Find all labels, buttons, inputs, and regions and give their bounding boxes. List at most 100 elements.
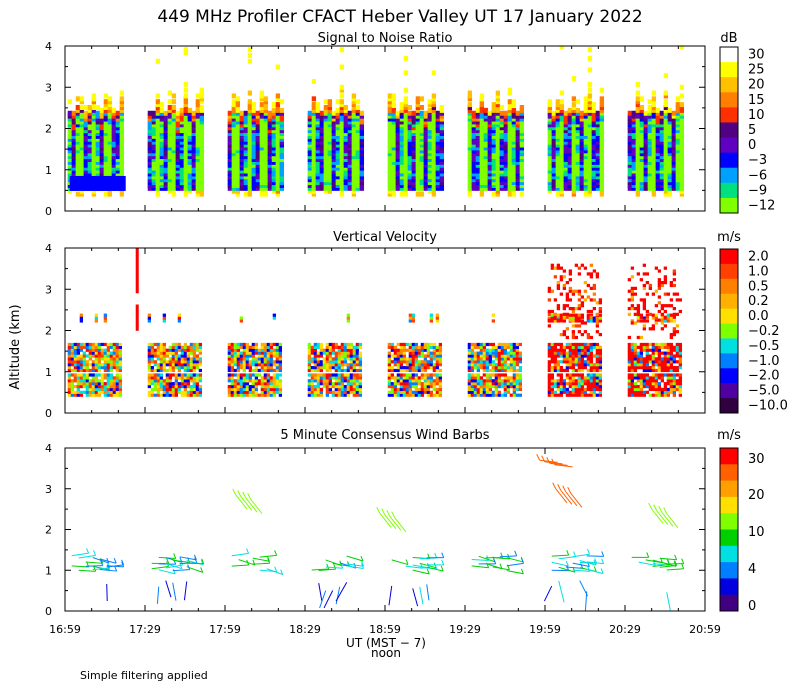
velocity-cell xyxy=(343,342,348,347)
snr-cell xyxy=(419,145,425,151)
velocity-cell xyxy=(180,373,185,377)
snr-cell xyxy=(191,180,197,186)
velocity-cell xyxy=(70,351,75,355)
snr-cell xyxy=(427,139,433,145)
snr-cell xyxy=(175,177,181,183)
snr-cell xyxy=(343,107,349,113)
snr-cell xyxy=(259,133,265,139)
snr-cell xyxy=(515,133,521,139)
velocity-cell xyxy=(319,342,324,347)
velocity-cell xyxy=(340,360,345,364)
snr-cell xyxy=(647,182,653,188)
snr-cell xyxy=(79,171,85,177)
snr-cell xyxy=(583,191,589,197)
snr-cell xyxy=(655,122,661,128)
snr-cell xyxy=(119,107,125,113)
velocity-cell xyxy=(257,382,262,386)
snr-cell xyxy=(503,125,509,131)
snr-cell xyxy=(183,148,189,154)
snr-cell xyxy=(67,171,73,177)
snr-cell xyxy=(247,154,253,160)
velocity-cell xyxy=(168,393,173,397)
snr-cell xyxy=(591,116,597,122)
snr-cell xyxy=(343,154,349,160)
snr-cell xyxy=(479,145,485,151)
snr-cell xyxy=(495,107,501,113)
velocity-cell xyxy=(153,382,158,386)
snr-cell xyxy=(327,159,333,165)
snr-cell xyxy=(547,125,553,131)
velocity-cell xyxy=(414,348,419,352)
snr-cell xyxy=(419,162,425,168)
velocity-cell xyxy=(251,345,256,349)
velocity-cell xyxy=(269,363,274,367)
velocity-cell xyxy=(408,357,413,361)
velocity-cell xyxy=(118,365,123,370)
snr-cell xyxy=(599,136,605,142)
snr-cell xyxy=(431,136,437,142)
snr-cell xyxy=(627,110,633,116)
snr-cell xyxy=(599,128,605,134)
velocity-cell xyxy=(325,390,330,394)
snr-cell xyxy=(87,154,93,160)
snr-cell xyxy=(235,139,241,145)
snr-cell xyxy=(235,174,241,180)
snr-cell xyxy=(635,191,641,197)
snr-cell xyxy=(187,110,193,116)
snr-cell xyxy=(407,168,413,174)
snr-cell xyxy=(339,162,345,168)
velocity-cell xyxy=(192,376,197,380)
snr-cell xyxy=(643,139,649,145)
snr-cell xyxy=(471,162,477,168)
snr-cell xyxy=(79,156,85,162)
snr-cell xyxy=(79,139,85,145)
snr-cell xyxy=(415,128,421,134)
snr-cell xyxy=(479,191,485,197)
velocity-cell xyxy=(109,382,114,386)
velocity-cell xyxy=(355,357,360,361)
velocity-cell xyxy=(230,390,235,394)
velocity-cell xyxy=(67,393,72,397)
snr-cell xyxy=(111,107,117,113)
snr-cell xyxy=(343,113,349,119)
snr-cell xyxy=(71,165,77,171)
snr-cell xyxy=(567,185,573,191)
velocity-cell xyxy=(387,376,392,380)
velocity-cell xyxy=(417,345,422,349)
velocity-cell xyxy=(245,387,250,392)
snr-cell xyxy=(407,182,413,188)
snr-cell xyxy=(555,151,561,157)
snr-cell xyxy=(267,148,273,154)
snr-cell xyxy=(271,125,277,131)
snr-cell xyxy=(331,165,337,171)
snr-cell xyxy=(319,142,325,148)
velocity-cell xyxy=(414,365,419,370)
velocity-cell xyxy=(109,342,114,347)
snr-cell xyxy=(563,182,569,188)
snr-cell xyxy=(507,130,513,136)
snr-cell xyxy=(91,136,97,142)
snr-cell xyxy=(475,156,481,162)
snr-cell xyxy=(195,119,201,125)
snr-cell xyxy=(147,177,153,183)
snr-cell xyxy=(87,159,93,165)
snr-cell xyxy=(339,107,345,113)
snr-cell xyxy=(199,154,205,160)
velocity-cell xyxy=(420,390,425,394)
velocity-cell xyxy=(118,390,123,394)
snr-cell xyxy=(163,116,169,122)
velocity-cell xyxy=(67,354,72,358)
snr-cell xyxy=(99,125,105,131)
snr-cell xyxy=(191,165,197,171)
snr-cell xyxy=(327,116,333,122)
snr-cell xyxy=(311,130,317,136)
snr-cell xyxy=(307,154,313,160)
snr-cell xyxy=(655,142,661,148)
snr-cell xyxy=(175,148,181,154)
snr-cell xyxy=(479,125,485,131)
snr-cell xyxy=(355,151,361,157)
snr-cell xyxy=(423,151,429,157)
velocity-cell xyxy=(183,373,188,377)
snr-cell xyxy=(323,151,329,157)
velocity-cell xyxy=(171,348,176,352)
